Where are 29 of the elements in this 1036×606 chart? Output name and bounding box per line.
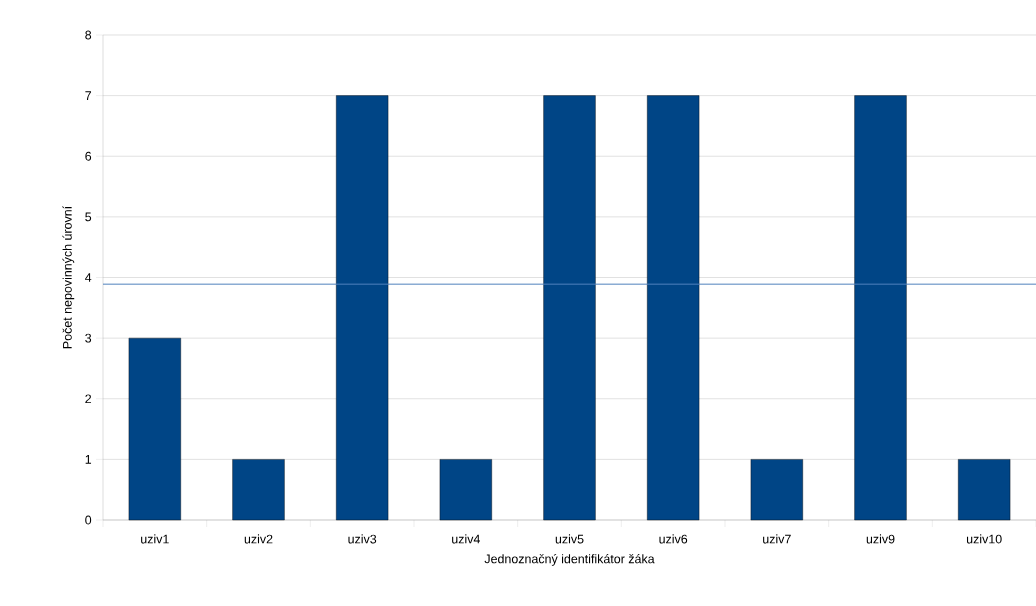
y-axis-title: Počet nepovinných úrovní	[62, 205, 75, 349]
y-tick-label: 6	[85, 151, 92, 161]
x-tick-label: uziv1	[141, 534, 169, 544]
bar	[128, 337, 181, 521]
bar	[336, 95, 389, 521]
bar	[439, 459, 492, 521]
y-tick-label: 7	[85, 91, 92, 100]
bar	[750, 459, 803, 521]
x-tick-label: uziv6	[659, 534, 688, 544]
x-tick-label: uziv9	[866, 534, 895, 544]
bar	[647, 95, 700, 521]
x-tick-label: uziv7	[763, 534, 791, 544]
bar	[543, 95, 596, 521]
bar	[958, 459, 1011, 521]
x-axis-title: Jednoznačný identifikátor žáka	[484, 553, 655, 566]
y-tick-label: 4	[85, 273, 92, 282]
x-tick-label: uziv4	[452, 534, 480, 544]
y-tick-label: 5	[85, 212, 92, 222]
x-tick-label: uziv2	[244, 534, 273, 544]
y-tick-label: 2	[85, 394, 92, 404]
x-tick-label: uziv3	[348, 534, 377, 544]
x-tick-label: uziv5	[555, 534, 584, 544]
y-tick-label: 3	[85, 333, 92, 343]
bar	[854, 95, 907, 521]
bar	[232, 459, 285, 521]
y-tick-label: 1	[85, 455, 92, 464]
x-tick-label: uziv10	[966, 534, 1002, 544]
y-tick-label: 8	[85, 30, 92, 40]
y-tick-label: 0	[85, 515, 92, 525]
